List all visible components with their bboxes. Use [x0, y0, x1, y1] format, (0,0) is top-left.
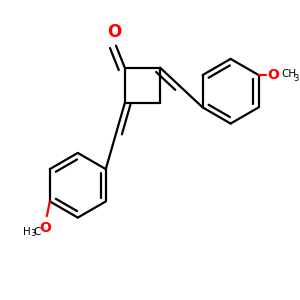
- Text: O: O: [267, 68, 279, 82]
- Text: O: O: [40, 220, 51, 235]
- Text: 3: 3: [293, 74, 299, 82]
- Text: 3: 3: [31, 229, 36, 238]
- Text: CH: CH: [281, 69, 296, 79]
- Text: H: H: [23, 227, 31, 237]
- Text: C: C: [34, 227, 41, 237]
- Text: O: O: [107, 23, 122, 41]
